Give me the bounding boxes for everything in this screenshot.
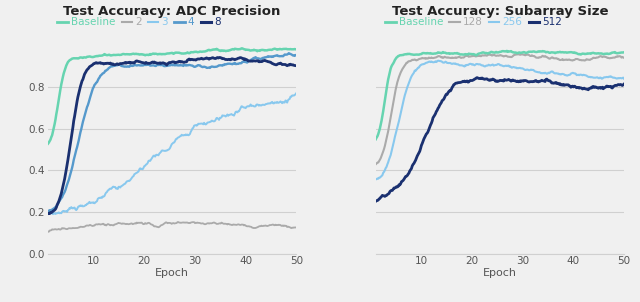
X-axis label: Epoch: Epoch <box>483 268 517 278</box>
Title: Test Accuracy: ADC Precision: Test Accuracy: ADC Precision <box>63 5 281 18</box>
X-axis label: Epoch: Epoch <box>155 268 189 278</box>
Title: Test Accuracy: Subarray Size: Test Accuracy: Subarray Size <box>392 5 608 18</box>
Legend: Baseline, 128, 256, 512: Baseline, 128, 256, 512 <box>381 13 566 31</box>
Legend: Baseline, 2, 3, 4, 8: Baseline, 2, 3, 4, 8 <box>53 13 225 31</box>
